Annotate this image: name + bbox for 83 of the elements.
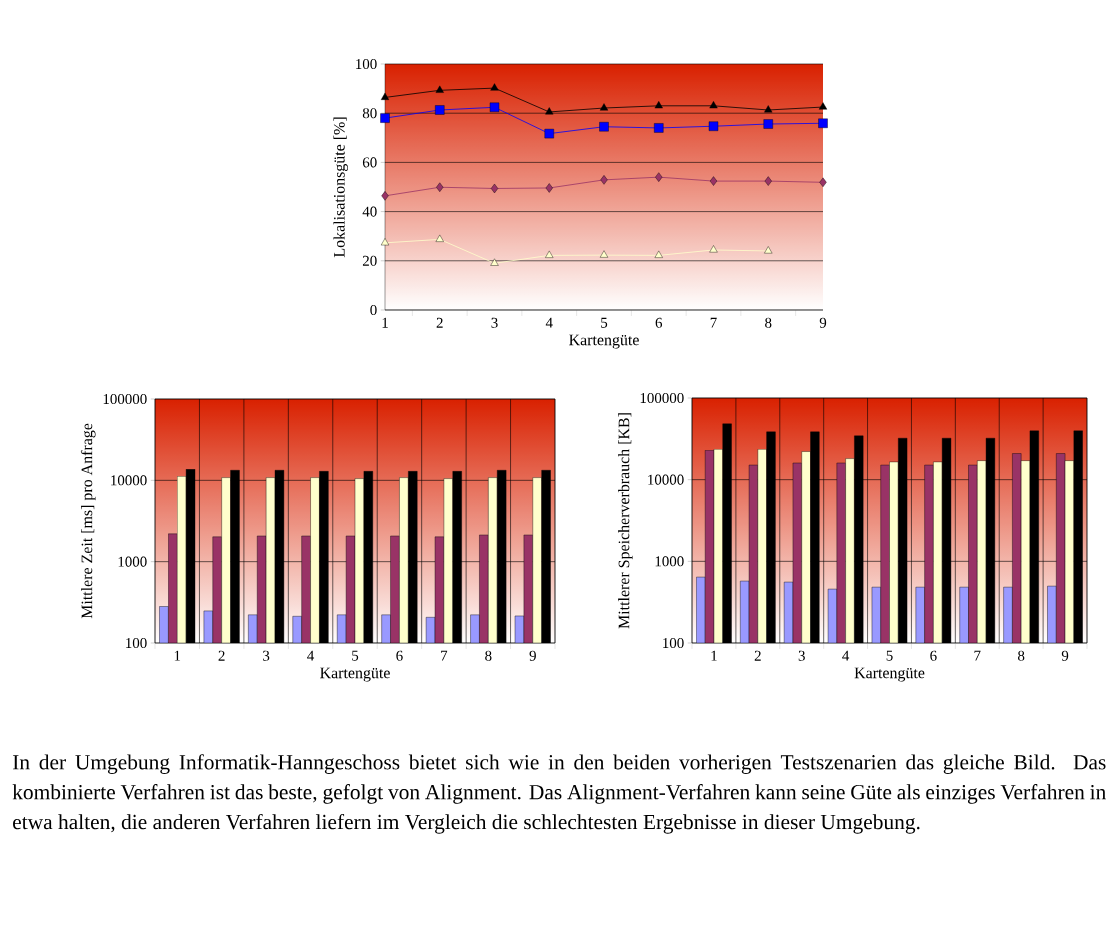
- y-tick-label: 1000: [655, 556, 684, 567]
- x-tick-label: 9: [819, 317, 827, 328]
- point: [380, 238, 390, 246]
- x-axis-title: Kartengüte: [854, 667, 925, 682]
- x-tick-label: 4: [307, 650, 315, 661]
- point: [764, 176, 772, 186]
- point: [709, 245, 718, 253]
- y-tick-label: 100: [356, 58, 377, 70]
- point: [654, 123, 664, 133]
- x-tick-label: 8: [485, 650, 492, 661]
- x-tick-label: 7: [441, 650, 448, 661]
- x-tick-label: 3: [798, 650, 805, 661]
- point: [654, 250, 663, 258]
- point: [764, 246, 773, 254]
- point: [599, 250, 609, 258]
- y-tick-label: 100000: [640, 392, 684, 404]
- point: [654, 101, 663, 109]
- x-tick-label: 5: [601, 317, 608, 328]
- y-axis-title: Lokalisationsgüte [%]: [333, 117, 348, 258]
- point: [489, 102, 500, 112]
- point: [655, 172, 663, 182]
- x-tick-label: 8: [1018, 650, 1025, 661]
- point: [544, 128, 554, 139]
- y-tick-label: 1000: [118, 556, 147, 567]
- point: [435, 85, 444, 93]
- x-tick-label: 9: [529, 650, 536, 661]
- x-tick-label: 7: [974, 650, 981, 661]
- point: [545, 183, 553, 193]
- x-tick-label: 6: [930, 650, 937, 661]
- point: [435, 234, 444, 242]
- x-tick-label: 8: [765, 317, 772, 328]
- point: [490, 83, 499, 91]
- y-tick-label: 100: [663, 637, 684, 649]
- y-tick-label: 10000: [648, 474, 684, 485]
- x-tick-label: 1: [174, 650, 181, 661]
- point: [435, 105, 445, 115]
- point: [600, 175, 608, 185]
- x-tick-label: 3: [491, 317, 498, 328]
- x-tick-label: 2: [754, 650, 761, 661]
- y-tick-label: 0: [370, 304, 377, 316]
- point: [818, 118, 828, 128]
- point: [599, 103, 609, 111]
- point: [819, 177, 827, 188]
- point: [490, 183, 499, 194]
- y-tick-label: 100000: [103, 393, 147, 405]
- point: [818, 102, 828, 110]
- x-axis-title: Kartengüte: [320, 667, 390, 682]
- x-tick-label: 4: [842, 650, 850, 661]
- y-tick-label: 100: [126, 637, 147, 649]
- x-tick-label: 9: [1061, 650, 1069, 661]
- point: [490, 258, 499, 266]
- point: [599, 122, 609, 132]
- x-tick-label: 1: [711, 650, 717, 661]
- point: [709, 101, 718, 109]
- y-tick-label: 60: [362, 157, 377, 168]
- x-tick-label: 2: [436, 317, 443, 328]
- point: [545, 250, 554, 258]
- y-tick-label: 80: [362, 108, 377, 119]
- y-tick-label: 20: [362, 255, 377, 266]
- y-tick-label: 10000: [111, 475, 147, 486]
- x-tick-label: 6: [396, 650, 403, 661]
- point: [708, 121, 719, 131]
- x-tick-label: 5: [886, 650, 893, 661]
- y-axis-title: Mittlerer Speicherverbrauch [KB]: [618, 413, 633, 629]
- point: [436, 182, 444, 192]
- x-tick-label: 3: [263, 650, 270, 661]
- point: [545, 107, 554, 115]
- x-tick-label: 6: [655, 317, 663, 328]
- x-axis-title: Kartengüte: [569, 334, 639, 349]
- point: [381, 191, 389, 201]
- point: [380, 113, 390, 123]
- x-tick-label: 2: [218, 650, 225, 661]
- x-tick-label: 1: [382, 317, 388, 328]
- point: [380, 92, 390, 100]
- y-tick-label: 40: [362, 206, 377, 217]
- x-tick-label: 5: [352, 650, 359, 661]
- point: [709, 176, 718, 186]
- point: [764, 105, 773, 113]
- y-axis-title: Mittlere Zeit [ms] pro Anfrage: [80, 423, 96, 619]
- x-tick-label: 4: [545, 317, 553, 328]
- text: In der Umgebung Informatik-Hanngeschoss bietet sich wie in den beiden vorherigen Testszenarien das gleiche Bild. Das kombinierte Verfahren ist das beste, gefolgt von Alignment. Das Alignment-Verfahren kann seine Güte als einziges Verfahren in etwa halten, die anderen Verfahren liefern im Vergleich die schlechtesten Ergebnisse in dieser Umgebung.: [12, 754, 1106, 834]
- x-tick-label: 7: [710, 317, 717, 328]
- point: [763, 119, 773, 129]
